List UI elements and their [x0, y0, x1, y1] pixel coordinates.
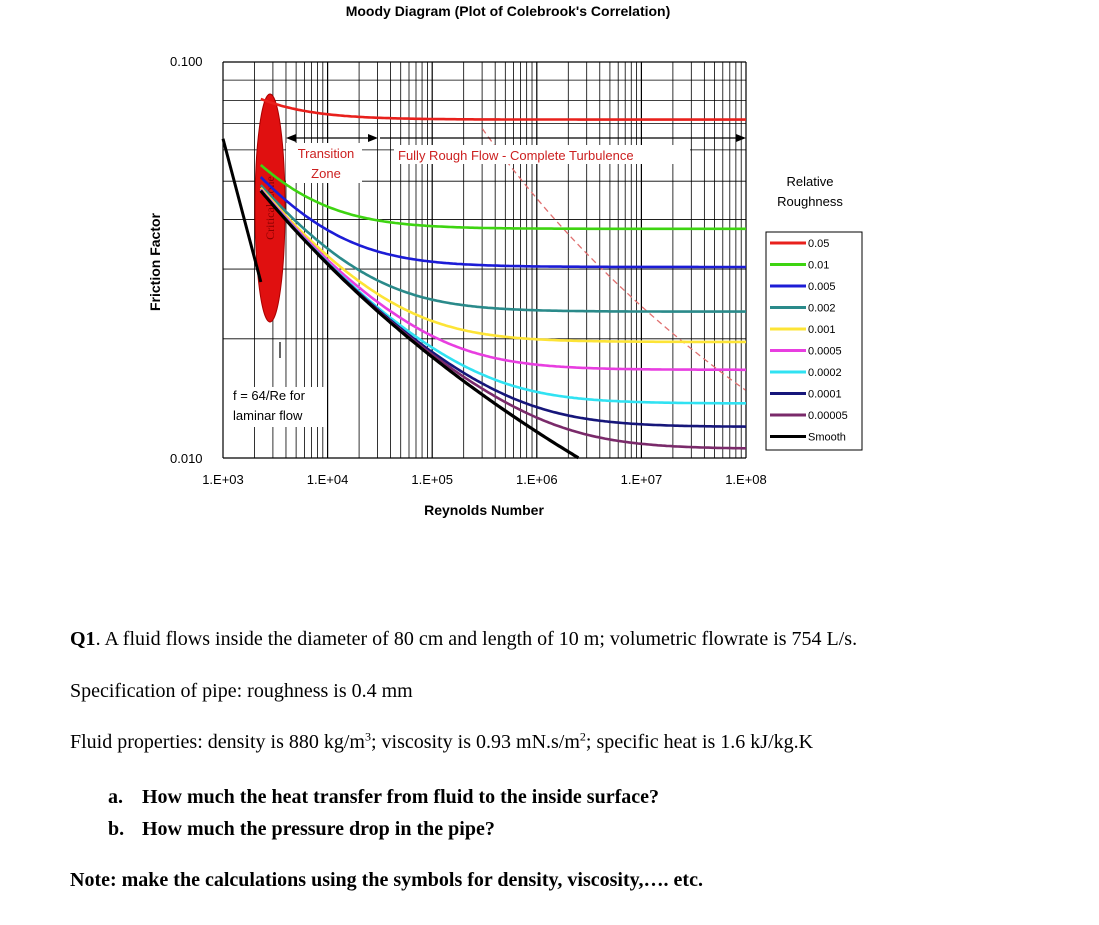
rough-boundary-dashed-line — [481, 128, 746, 391]
legend-title-line2: Roughness — [777, 194, 843, 209]
q1-label: Q1 — [70, 628, 96, 650]
x-tick-label: 1.E+03 — [202, 472, 244, 487]
moody-diagram: Moody Diagram (Plot of Colebrook's Corre… — [147, 3, 863, 518]
note: Note: make the calculations using the sy… — [70, 869, 703, 891]
sub-question-b: b. How much the pressure drop in the pipe… — [108, 818, 495, 841]
laminar-label-line1: f = 64/Re for — [233, 388, 306, 403]
legend-label-0.001: 0.001 — [808, 324, 836, 336]
y-tick-label-bottom: 0.010 — [170, 451, 203, 466]
transition-arrow-head-right — [368, 134, 378, 142]
y-axis-label: Friction Factor — [147, 212, 163, 311]
x-axis-label: Reynolds Number — [424, 502, 544, 518]
transition-arrow-head-left — [286, 134, 296, 142]
b-marker: b. — [108, 818, 125, 840]
legend-label-0.005: 0.005 — [808, 281, 836, 293]
legend-label-0.00005: 0.00005 — [808, 410, 848, 422]
legend-label-0.0002: 0.0002 — [808, 367, 842, 379]
fully-rough-label: Fully Rough Flow - Complete Turbulence — [398, 148, 634, 163]
legend: Relative Roughness 0.05 0.01 0.005 0.002 0.0… — [765, 174, 863, 451]
rough-arrow-head-right — [736, 134, 746, 142]
fully-rough-bg — [394, 145, 690, 164]
series-lines — [259, 97, 747, 460]
density-exponent: 3 — [365, 729, 371, 744]
series-line-0.0005 — [259, 188, 746, 372]
legend-label-0.05: 0.05 — [808, 238, 829, 250]
q1-statement: Q1. A fluid flows inside the diameter of… — [70, 628, 857, 651]
series-line-0.001 — [259, 187, 746, 344]
fluid-mid: ; viscosity is 0.93 mN.s/m — [371, 731, 580, 753]
fluid-properties: Fluid properties: density is 880 kg/m3; … — [70, 729, 814, 754]
legend-label-0.0005: 0.0005 — [808, 346, 842, 358]
b-text: How much the pressure drop in the pipe? — [142, 818, 495, 840]
series-line-0.002 — [259, 184, 746, 313]
critical-zone-ellipse — [254, 93, 286, 323]
viscosity-exponent: 2 — [579, 729, 586, 744]
x-tick-label: 1.E+04 — [307, 472, 349, 487]
grid — [222, 61, 747, 459]
legend-label-Smooth: Smooth — [808, 432, 846, 444]
legend-label-0.0001: 0.0001 — [808, 389, 842, 401]
fluid-suffix: ; specific heat is 1.6 kJ/kg.K — [585, 731, 814, 753]
series-line-Smooth — [259, 189, 580, 460]
fluid-prefix: Fluid properties: density is 880 kg/m — [70, 731, 365, 753]
a-text: How much the heat transfer from fluid to… — [142, 786, 659, 808]
laminar-line — [221, 138, 263, 283]
y-tick-label-top: 0.100 — [170, 54, 203, 69]
a-marker: a. — [108, 786, 123, 808]
transition-zone-label-line2: Zone — [311, 166, 341, 181]
x-tick-label: 1.E+08 — [725, 472, 767, 487]
chart-title: Moody Diagram (Plot of Colebrook's Corre… — [346, 3, 671, 19]
x-tick-label: 1.E+07 — [621, 472, 663, 487]
q1-text: . A fluid flows inside the diameter of 8… — [95, 628, 858, 650]
pipe-spec: Specification of pipe: roughness is 0.4 … — [70, 680, 413, 702]
x-tick-label: 1.E+06 — [516, 472, 558, 487]
legend-label-0.002: 0.002 — [808, 303, 836, 315]
annotations: Transition Zone Fully Rough Flow - Complet… — [229, 134, 746, 427]
legend-label-0.01: 0.01 — [808, 260, 829, 272]
transition-zone-label-line1: Transition — [298, 146, 355, 161]
series-line-0.01 — [259, 164, 746, 231]
x-ticks: 1.E+03 1.E+04 1.E+05 1.E+06 1.E+07 1.E+08 — [202, 472, 767, 487]
transition-zone-bg — [286, 143, 362, 183]
laminar-label-bg — [229, 387, 327, 427]
axes: 0.100 0.010 Friction Factor Reynolds Num… — [147, 54, 544, 518]
sub-question-a: a. How much the heat transfer from fluid … — [108, 786, 659, 809]
legend-title-line1: Relative — [787, 174, 834, 189]
laminar-label-line2: laminar flow — [233, 408, 303, 423]
laminar-flow-line — [221, 138, 263, 283]
rough-boundary-line — [481, 128, 746, 391]
series-line-0.005 — [259, 176, 746, 269]
series-line-0.05 — [260, 97, 746, 121]
x-tick-label: 1.E+05 — [411, 472, 453, 487]
